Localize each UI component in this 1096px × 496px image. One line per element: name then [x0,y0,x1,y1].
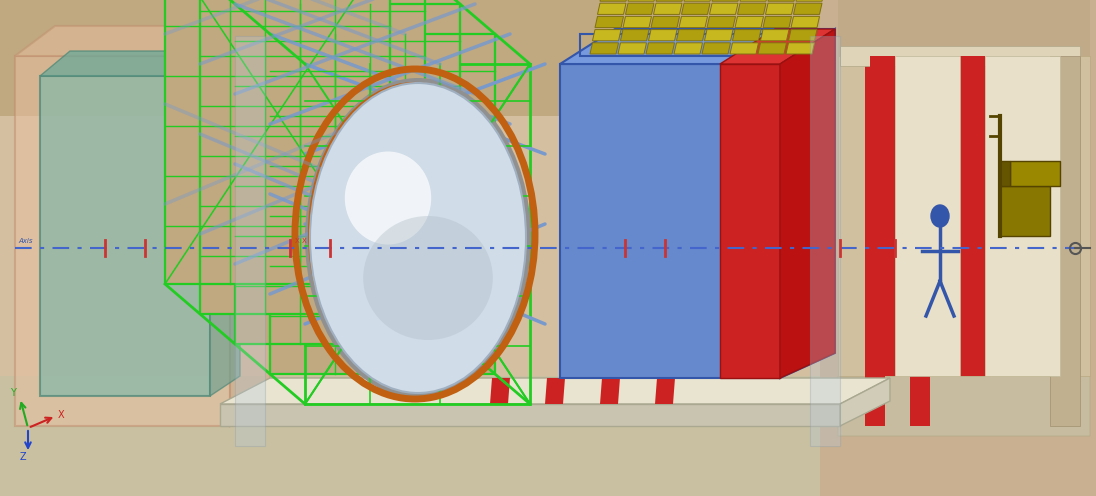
Ellipse shape [305,78,530,398]
Polygon shape [838,56,1091,376]
Polygon shape [39,76,210,396]
Polygon shape [895,56,960,376]
Polygon shape [794,3,822,14]
Polygon shape [765,3,794,14]
Polygon shape [15,26,270,56]
Polygon shape [840,378,890,426]
Polygon shape [618,43,647,54]
Polygon shape [235,4,460,344]
Polygon shape [646,43,674,54]
Polygon shape [870,56,895,376]
Polygon shape [15,56,230,426]
Polygon shape [0,376,1096,496]
Polygon shape [628,0,657,1]
Polygon shape [230,26,270,426]
Polygon shape [738,3,766,14]
Polygon shape [730,43,758,54]
Polygon shape [810,36,840,446]
Polygon shape [165,0,390,284]
Polygon shape [1000,161,1011,186]
Polygon shape [620,30,649,41]
Polygon shape [682,3,710,14]
Polygon shape [199,0,425,314]
Polygon shape [653,3,682,14]
Polygon shape [796,0,824,1]
Polygon shape [838,346,1091,436]
Polygon shape [651,16,680,28]
Polygon shape [0,0,1096,116]
Polygon shape [590,43,618,54]
Polygon shape [560,64,780,378]
Polygon shape [490,378,510,404]
Polygon shape [600,378,620,404]
Polygon shape [680,16,708,28]
Polygon shape [705,30,733,41]
Polygon shape [270,34,495,374]
Polygon shape [597,3,626,14]
Polygon shape [960,56,985,376]
Polygon shape [910,56,931,426]
Polygon shape [707,16,735,28]
Polygon shape [545,378,566,404]
Polygon shape [703,43,731,54]
Polygon shape [780,29,835,378]
Polygon shape [720,29,835,64]
Polygon shape [655,378,675,404]
Polygon shape [684,0,712,1]
Polygon shape [732,30,761,41]
Polygon shape [865,56,884,426]
Polygon shape [220,404,840,426]
Polygon shape [1050,56,1080,426]
Polygon shape [758,43,787,54]
Polygon shape [740,0,768,1]
Text: Y: Y [10,388,15,398]
Polygon shape [560,29,835,64]
Text: Z: Z [20,452,26,462]
Ellipse shape [310,83,526,393]
Polygon shape [674,43,703,54]
Polygon shape [840,46,1080,66]
Polygon shape [985,56,1060,376]
Polygon shape [820,0,1096,496]
Polygon shape [649,30,677,41]
Polygon shape [761,30,789,41]
Polygon shape [712,0,741,1]
Polygon shape [595,16,624,28]
Polygon shape [735,16,764,28]
Polygon shape [788,30,817,41]
Polygon shape [220,378,890,404]
Polygon shape [676,30,705,41]
Polygon shape [840,56,1080,426]
Polygon shape [1000,186,1050,236]
Polygon shape [600,0,628,1]
Polygon shape [791,16,820,28]
Polygon shape [786,43,814,54]
Polygon shape [763,16,791,28]
Polygon shape [593,30,621,41]
Polygon shape [720,64,780,378]
Polygon shape [768,0,797,1]
Polygon shape [235,36,265,446]
Polygon shape [709,3,738,14]
Polygon shape [780,29,835,378]
Text: X: X [58,410,65,420]
Ellipse shape [363,216,493,340]
Polygon shape [626,3,654,14]
Polygon shape [838,0,1091,56]
Text: X X: X X [295,238,307,244]
Polygon shape [657,0,685,1]
Polygon shape [1011,161,1060,186]
Ellipse shape [931,205,949,227]
Ellipse shape [345,151,431,245]
Polygon shape [39,51,240,76]
Polygon shape [623,16,651,28]
Polygon shape [210,51,240,396]
Text: Axis: Axis [18,238,33,244]
